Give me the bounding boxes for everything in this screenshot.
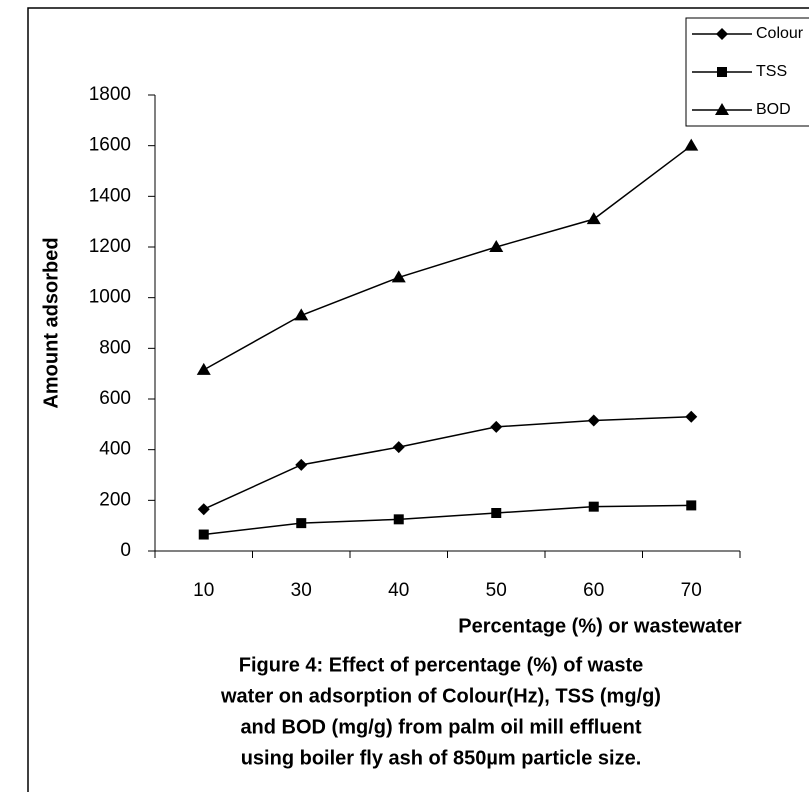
caption-line: and BOD (mg/g) from palm oil mill efflue… [240,716,641,738]
marker [294,308,309,321]
x-axis-label: Percentage (%) or wastewater [458,615,742,637]
legend-label: BOD [756,101,791,118]
y-tick-label: 400 [99,439,131,460]
x-tick-label: 30 [291,580,312,601]
marker [716,28,728,40]
marker [684,138,699,151]
x-tick-label: 10 [193,580,214,601]
x-tick-label: 50 [486,580,507,601]
marker [685,410,698,423]
series-line [203,415,692,510]
y-axis-label: Amount adsorbed [40,237,62,408]
y-tick-label: 200 [99,489,131,510]
marker [392,441,405,454]
marker [490,420,503,433]
legend: Colour TSS BOD [685,17,809,127]
legend-label: TSS [756,63,787,80]
marker [393,514,404,525]
y-tick-label: 0 [120,540,131,561]
marker [198,529,209,540]
marker [717,67,727,77]
marker [588,501,599,512]
marker [196,362,211,375]
legend-label: Colour [756,25,804,42]
x-tick-label: 60 [583,580,604,601]
y-tick-label: 1000 [89,287,131,308]
marker [586,212,601,225]
marker [686,500,697,511]
marker [296,518,307,529]
y-tick-label: 600 [99,388,131,409]
x-tick-label: 40 [388,580,409,601]
series-line [203,504,692,536]
caption-line: water on adsorption of Colour(Hz), TSS (… [220,685,661,707]
y-tick-label: 800 [99,337,131,358]
y-tick-label: 1600 [89,135,131,156]
y-tick-label: 1200 [89,236,131,257]
frame [27,7,809,792]
y-tick-label: 1400 [89,185,131,206]
marker [715,103,729,115]
x-tick-label: 70 [681,580,702,601]
marker [489,240,504,252]
y-tick-label: 1800 [89,84,131,105]
caption-line: Figure 4: Effect of percentage (%) of wa… [239,654,644,676]
marker [587,414,600,427]
caption-line: using boiler fly ash of 850µm particle s… [241,747,642,769]
marker [491,508,502,518]
marker [391,270,406,283]
series-line [203,145,692,371]
marker [295,458,308,471]
marker [197,503,210,516]
